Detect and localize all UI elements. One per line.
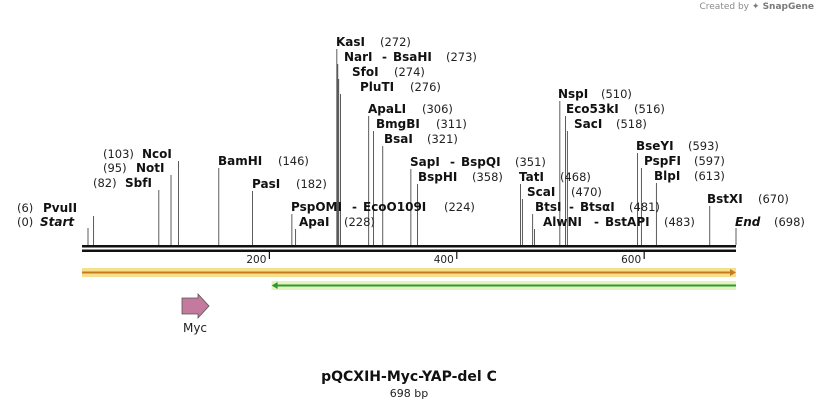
green-reverse-arrow[interactable] bbox=[271, 282, 736, 289]
site-pos-sfoi: (274) bbox=[394, 65, 425, 79]
site-pos-bsphi: (358) bbox=[472, 170, 503, 184]
site-label-bstapi[interactable]: BstAPI bbox=[605, 215, 650, 229]
site-label-blpi[interactable]: BlpI bbox=[654, 169, 680, 183]
site-label-pasi[interactable]: PasI bbox=[252, 177, 280, 191]
site-label-bseyi[interactable]: BseYI bbox=[636, 139, 674, 153]
ruler-ticks: 200 400 600 bbox=[246, 252, 645, 266]
backbone-strand-top bbox=[82, 245, 736, 248]
site-pos-end: (698) bbox=[774, 215, 805, 229]
site-pos-pasi: (182) bbox=[296, 177, 327, 191]
site-label-scai[interactable]: ScaI bbox=[527, 185, 555, 199]
site-pos-scai: (470) bbox=[571, 185, 602, 199]
site-pos-eco53ki: (516) bbox=[634, 102, 665, 116]
site-label-bsahi[interactable]: BsaHI bbox=[393, 50, 432, 64]
site-pos-start: (0) bbox=[17, 215, 33, 229]
site-label-saci[interactable]: SacI bbox=[574, 117, 602, 131]
site-pos-bstapi: (483) bbox=[664, 215, 695, 229]
site-label-apai[interactable]: ApaI bbox=[299, 215, 329, 229]
site-label-ncoi[interactable]: NcoI bbox=[142, 147, 172, 161]
site-label-bsai[interactable]: BsaI bbox=[384, 132, 413, 146]
site-label-btsi[interactable]: BtsI bbox=[535, 200, 562, 214]
site-pos-apali: (306) bbox=[422, 102, 453, 116]
site-pos-btsai: (481) bbox=[629, 200, 660, 214]
site-label-bstxi[interactable]: BstXI bbox=[707, 192, 743, 206]
ruler-tick-label-600: 600 bbox=[621, 254, 641, 266]
site-pos-ecoo109i: (224) bbox=[444, 200, 475, 214]
site-pos-pluti: (276) bbox=[410, 80, 441, 94]
site-label-tati[interactable]: TatI bbox=[519, 170, 544, 184]
site-label-apali[interactable]: ApaLI bbox=[368, 102, 406, 116]
site-label-pspfi[interactable]: PspFI bbox=[644, 154, 681, 168]
site-dash-btsi: - bbox=[569, 200, 574, 214]
translation-arrows bbox=[82, 268, 736, 290]
site-leader-lines bbox=[87, 49, 737, 245]
site-label-pvuii[interactable]: PvuII bbox=[43, 201, 77, 215]
site-pos-bstxi: (670) bbox=[758, 192, 789, 206]
site-label-ecoo109i[interactable]: EcoO109I bbox=[363, 200, 426, 214]
site-label-kasi[interactable]: KasI bbox=[336, 35, 365, 49]
site-label-pspomi[interactable]: PspOMI bbox=[291, 200, 342, 214]
orange-forward-arrow[interactable] bbox=[82, 269, 736, 276]
site-label-bmgbi[interactable]: BmgBI bbox=[376, 117, 420, 131]
site-dash-pspomi: - bbox=[352, 200, 357, 214]
site-pos-bamhi: (146) bbox=[278, 154, 309, 168]
site-pos-ncoi: (103) bbox=[103, 147, 134, 161]
ruler-tick-label-400: 400 bbox=[434, 254, 454, 266]
site-label-pluti[interactable]: PluTI bbox=[360, 80, 394, 94]
site-dash-alwni: - bbox=[594, 215, 599, 229]
snapgene-credit: Created by ✦ SnapGene bbox=[699, 2, 814, 12]
site-label-alwni[interactable]: AlwNI bbox=[543, 215, 582, 229]
site-pos-bsai: (321) bbox=[427, 132, 458, 146]
myc-feature-arrow[interactable] bbox=[181, 292, 210, 320]
site-dash-sapi: - bbox=[450, 155, 455, 169]
site-pos-pspfi: (597) bbox=[694, 154, 725, 168]
site-pos-tati: (468) bbox=[560, 170, 591, 184]
site-pos-bmgbi: (311) bbox=[436, 117, 467, 131]
site-pos-bsahi: (273) bbox=[446, 50, 477, 64]
myc-feature-label: Myc bbox=[183, 321, 207, 335]
backbone-strand-bottom bbox=[82, 249, 736, 252]
site-label-btsai[interactable]: BtsαI bbox=[580, 200, 615, 214]
features: Myc bbox=[181, 292, 210, 335]
site-pos-apai: (228) bbox=[344, 215, 375, 229]
plasmid-name: pQCXIH-Myc-YAP-del C bbox=[321, 369, 497, 385]
plasmid-length: 698 bp bbox=[389, 387, 429, 400]
site-pos-pvuii: (6) bbox=[17, 201, 33, 215]
site-label-start[interactable]: Start bbox=[40, 215, 75, 229]
ruler-tick-label-200: 200 bbox=[246, 254, 266, 266]
site-label-bspqi[interactable]: BspQI bbox=[461, 155, 501, 169]
site-label-sapi[interactable]: SapI bbox=[410, 155, 440, 169]
site-pos-bseyi: (593) bbox=[688, 139, 719, 153]
site-dash-nari: - bbox=[382, 50, 387, 64]
site-label-noti[interactable]: NotI bbox=[136, 161, 165, 175]
site-pos-bspqi: (351) bbox=[515, 155, 546, 169]
site-label-bamhi[interactable]: BamHI bbox=[218, 154, 262, 168]
site-pos-sbfi: (82) bbox=[93, 176, 117, 190]
credit-brand: SnapGene bbox=[762, 2, 814, 12]
site-label-sbfi[interactable]: SbfI bbox=[125, 176, 152, 190]
site-pos-noti: (95) bbox=[103, 161, 127, 175]
snapgene-logo: ✦ SnapGene bbox=[751, 2, 814, 12]
site-labels: (0) Start (6) PvuII (82) SbfI (95) NotI … bbox=[17, 35, 805, 229]
site-label-bsphi[interactable]: BspHI bbox=[418, 170, 457, 184]
site-label-nari[interactable]: NarI bbox=[344, 50, 373, 64]
site-pos-saci: (518) bbox=[616, 117, 647, 131]
site-label-sfoi[interactable]: SfoI bbox=[352, 65, 379, 79]
site-pos-nspi: (510) bbox=[601, 87, 632, 101]
site-label-eco53ki[interactable]: Eco53kI bbox=[566, 102, 619, 116]
site-pos-blpi: (613) bbox=[694, 169, 725, 183]
site-label-nspi[interactable]: NspI bbox=[558, 87, 588, 101]
site-label-end[interactable]: End bbox=[735, 215, 761, 229]
site-pos-kasi: (272) bbox=[380, 35, 411, 49]
credit-prefix: Created by bbox=[699, 2, 750, 12]
sequence-ruler bbox=[82, 245, 736, 252]
